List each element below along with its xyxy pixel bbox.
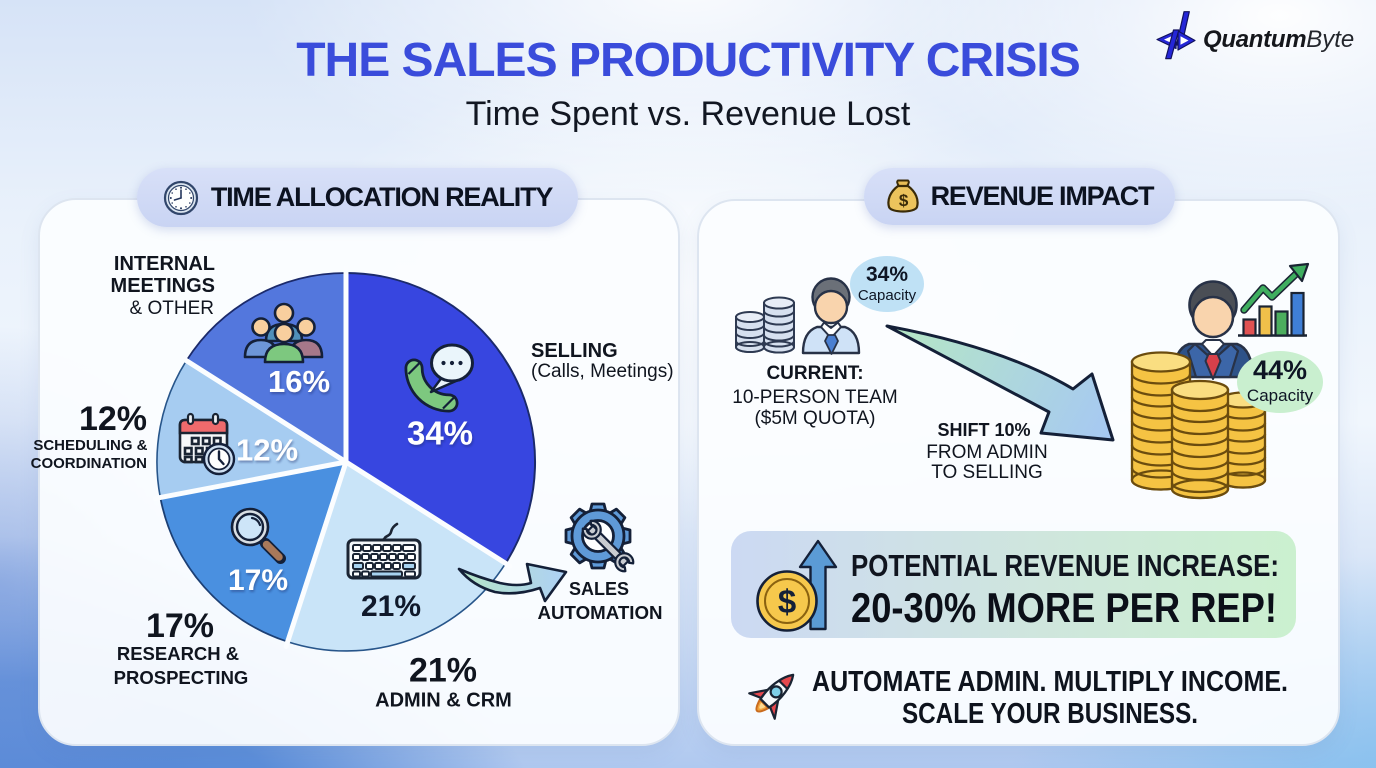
svg-text:17%: 17% <box>228 564 288 597</box>
svg-text:(Calls, Meetings): (Calls, Meetings) <box>531 361 674 382</box>
svg-text:SCALE YOUR BUSINESS.: SCALE YOUR BUSINESS. <box>902 698 1198 730</box>
svg-text:MEETINGS: MEETINGS <box>111 275 215 297</box>
svg-text:INTERNAL: INTERNAL <box>114 253 215 275</box>
svg-text:34%: 34% <box>866 263 908 286</box>
svg-text:16%: 16% <box>268 364 330 399</box>
svg-text:12%: 12% <box>236 433 298 468</box>
svg-text:17%: 17% <box>146 607 214 645</box>
svg-text:10-PERSON TEAM: 10-PERSON TEAM <box>732 387 897 408</box>
svg-text:SELLING: SELLING <box>531 340 618 362</box>
svg-text:21%: 21% <box>361 590 421 623</box>
svg-text:POTENTIAL REVENUE INCREASE:: POTENTIAL REVENUE INCREASE: <box>851 548 1279 583</box>
svg-text:SCHEDULING &: SCHEDULING & <box>33 437 147 454</box>
svg-text:21%: 21% <box>409 652 477 690</box>
svg-text:SHIFT 10%: SHIFT 10% <box>937 420 1030 440</box>
svg-text:$: $ <box>898 191 908 210</box>
svg-text:ADMIN & CRM: ADMIN & CRM <box>375 690 512 712</box>
svg-text:20-30% MORE PER REP!: 20-30% MORE PER REP! <box>851 584 1277 631</box>
svg-text:COORDINATION: COORDINATION <box>31 455 147 472</box>
svg-text:AUTOMATE ADMIN. MULTIPLY INCOM: AUTOMATE ADMIN. MULTIPLY INCOME. <box>812 666 1288 698</box>
svg-text:TO SELLING: TO SELLING <box>931 462 1043 483</box>
svg-text:PROSPECTING: PROSPECTING <box>114 667 249 688</box>
svg-text:CURRENT:: CURRENT: <box>766 363 863 384</box>
svg-text:& OTHER: & OTHER <box>130 298 214 319</box>
svg-text:($5M QUOTA): ($5M QUOTA) <box>754 408 875 429</box>
svg-text:AUTOMATION: AUTOMATION <box>538 603 663 623</box>
svg-text:Capacity: Capacity <box>1247 386 1314 405</box>
svg-text:$: $ <box>778 583 796 620</box>
svg-text:Capacity: Capacity <box>858 287 917 304</box>
svg-text:44%: 44% <box>1253 355 1307 385</box>
svg-text:RESEARCH &: RESEARCH & <box>117 643 239 664</box>
svg-text:34%: 34% <box>407 415 473 452</box>
svg-text:FROM ADMIN: FROM ADMIN <box>926 442 1047 463</box>
svg-text:12%: 12% <box>79 400 147 438</box>
svg-text:SALES: SALES <box>569 579 629 599</box>
